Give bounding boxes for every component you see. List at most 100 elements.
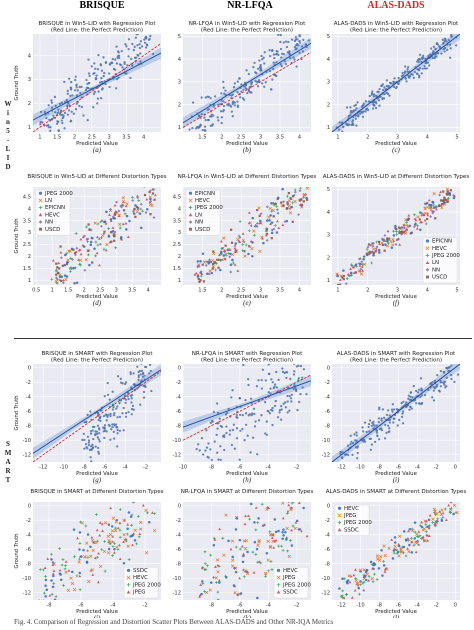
plot-marks [332, 364, 460, 462]
data-point [39, 123, 42, 126]
data-point [285, 511, 289, 515]
data-point [276, 416, 280, 419]
data-point [386, 241, 390, 245]
data-point [90, 65, 93, 68]
data-point [191, 101, 195, 104]
data-point [371, 244, 375, 248]
x-tick-label: 4 [147, 288, 151, 294]
data-point [275, 370, 278, 374]
data-point [217, 103, 220, 106]
data-point [80, 105, 84, 109]
data-point [257, 206, 261, 210]
x-tick-label: -12 [39, 465, 47, 471]
data-point [118, 402, 121, 405]
data-point [397, 544, 401, 548]
y-tick-label: 1.5 [23, 266, 31, 272]
data-point [126, 583, 131, 587]
column-header-nr-lfqa: NR-LFQA [227, 0, 273, 11]
data-point [82, 114, 85, 117]
legend-entry-label: LN [195, 212, 202, 218]
data-point [416, 68, 419, 71]
data-point [105, 210, 108, 214]
y-tick-label: -2 [325, 380, 330, 386]
data-point [402, 226, 406, 230]
data-point [296, 408, 299, 412]
x-tick-label: 5 [455, 288, 458, 294]
data-point [104, 222, 108, 225]
data-point [375, 554, 380, 558]
data-point [217, 253, 221, 257]
data-point [281, 470, 284, 473]
data-point [405, 401, 408, 404]
data-point [126, 235, 130, 239]
data-point [278, 411, 281, 414]
data-point [209, 553, 213, 557]
data-point [233, 447, 236, 450]
data-point [61, 116, 64, 119]
data-point [113, 542, 117, 545]
data-point [203, 610, 206, 613]
data-point [43, 591, 46, 595]
legend-box [334, 504, 370, 536]
data-point [270, 202, 273, 205]
data-point [145, 511, 149, 515]
data-point [267, 372, 271, 375]
chart-title: NR-LFQA in Win5-LID at Different Distort… [178, 174, 317, 180]
x-axis-label: Predicted Value [226, 471, 269, 477]
dataset-separator [14, 338, 472, 339]
data-point [270, 228, 274, 232]
data-point [358, 568, 363, 572]
data-point [382, 564, 386, 567]
data-point [139, 207, 143, 211]
data-point [196, 275, 200, 278]
data-point [236, 105, 240, 109]
data-point [416, 72, 419, 75]
data-point [230, 241, 234, 244]
data-point [241, 242, 245, 246]
data-point [420, 520, 423, 524]
data-point [72, 248, 75, 251]
data-point [414, 218, 418, 222]
x-tick-label: 1 [336, 135, 339, 141]
data-point [62, 114, 65, 117]
plot-marks [338, 502, 459, 600]
data-point [423, 65, 426, 68]
panel-label: (f) [393, 299, 400, 307]
data-point [122, 209, 126, 212]
data-point [407, 549, 411, 554]
data-point [445, 40, 448, 43]
data-point [78, 541, 82, 545]
data-point [400, 545, 404, 549]
data-point [38, 599, 40, 600]
data-point [345, 106, 349, 109]
data-point [257, 517, 260, 520]
data-point [283, 220, 287, 224]
data-point [242, 88, 245, 91]
data-point [244, 412, 248, 415]
data-point [432, 507, 436, 511]
data-point [247, 252, 250, 256]
data-point [103, 569, 107, 573]
data-point [454, 44, 458, 47]
data-point [149, 34, 152, 38]
data-point [68, 270, 72, 273]
plot-marks [193, 187, 310, 284]
data-point [78, 531, 82, 534]
data-point [43, 599, 45, 600]
regression-line [183, 42, 311, 124]
x-tick-label: 3.5 [276, 135, 284, 141]
data-point [204, 468, 206, 470]
data-point [276, 583, 281, 587]
data-point [424, 522, 428, 526]
data-point [401, 412, 404, 415]
data-point [286, 549, 289, 553]
data-point [121, 204, 124, 207]
data-point [115, 545, 119, 550]
data-point [276, 197, 279, 201]
data-point [64, 253, 67, 257]
data-point [354, 108, 357, 112]
x-tick-label: 3.5 [128, 288, 136, 294]
data-point [369, 419, 372, 422]
data-point [78, 588, 82, 592]
data-point [305, 534, 309, 538]
